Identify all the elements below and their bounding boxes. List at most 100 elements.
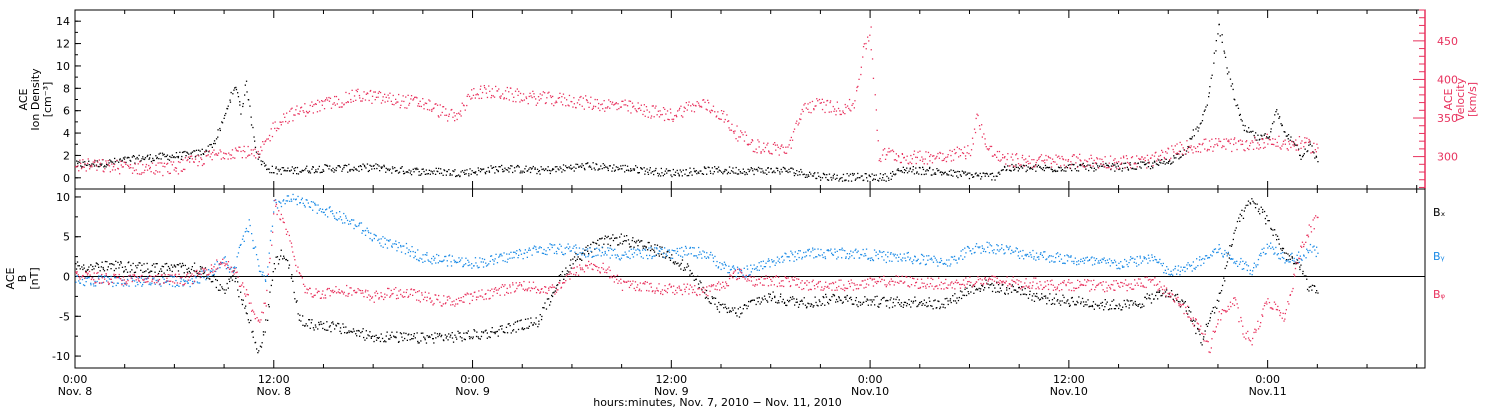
data-point — [310, 201, 313, 203]
data-point — [793, 260, 795, 262]
data-point — [1092, 165, 1094, 167]
data-point — [513, 256, 515, 259]
data-point — [284, 116, 286, 118]
data-point — [711, 296, 713, 298]
data-point — [1088, 259, 1090, 261]
data-point — [1009, 245, 1011, 248]
data-point — [632, 248, 635, 250]
data-point — [937, 265, 939, 267]
data-point — [914, 300, 917, 302]
data-point — [370, 337, 372, 339]
data-point — [613, 104, 615, 106]
data-point — [153, 172, 155, 174]
data-point — [607, 235, 609, 238]
data-point — [579, 103, 581, 106]
data-point — [193, 270, 195, 272]
data-point — [220, 151, 222, 153]
data-point — [658, 116, 661, 118]
data-point — [633, 252, 636, 254]
data-point — [88, 164, 90, 166]
data-point — [923, 299, 925, 301]
data-point — [749, 143, 751, 145]
data-point — [657, 252, 659, 255]
data-point — [377, 92, 379, 94]
data-point — [480, 261, 482, 263]
data-point — [950, 169, 952, 171]
data-point — [1173, 151, 1175, 153]
data-point — [1230, 138, 1232, 140]
data-point — [898, 256, 900, 258]
data-point — [798, 256, 800, 259]
data-point — [134, 285, 137, 287]
data-point — [465, 257, 467, 259]
data-point — [675, 252, 677, 254]
data-point — [829, 100, 832, 102]
data-point — [989, 284, 991, 286]
data-point — [934, 299, 936, 301]
data-point — [126, 271, 129, 273]
data-point — [988, 287, 990, 289]
data-point — [97, 263, 99, 266]
data-point — [227, 105, 229, 107]
data-point — [1025, 294, 1028, 296]
data-point — [1048, 299, 1050, 302]
data-point — [1228, 139, 1230, 141]
data-point — [1073, 163, 1075, 166]
data-point — [532, 324, 534, 326]
data-point — [956, 146, 958, 148]
data-point — [343, 164, 345, 167]
data-point — [477, 267, 479, 269]
data-point — [623, 104, 625, 106]
data-point — [679, 264, 681, 266]
data-point — [1056, 163, 1058, 165]
data-point — [119, 158, 121, 160]
data-point — [277, 263, 280, 265]
data-point — [637, 245, 639, 247]
data-point — [877, 305, 879, 308]
data-point — [903, 304, 905, 306]
data-point — [143, 278, 145, 280]
data-point — [566, 166, 568, 169]
data-point — [864, 173, 866, 175]
data-point — [615, 166, 617, 168]
data-point — [1186, 140, 1188, 142]
data-point — [987, 283, 989, 285]
data-point — [177, 157, 179, 159]
data-point — [445, 108, 447, 110]
data-point — [371, 239, 373, 241]
data-point — [963, 294, 966, 297]
data-point — [918, 303, 920, 305]
data-point — [519, 101, 521, 103]
data-point — [1293, 145, 1295, 147]
data-point — [856, 304, 858, 306]
data-point — [146, 155, 148, 158]
data-point — [467, 264, 469, 267]
data-point — [857, 85, 859, 88]
data-point — [1170, 163, 1172, 165]
data-point — [952, 169, 955, 172]
data-point — [194, 275, 196, 277]
data-point — [266, 275, 268, 277]
data-point — [927, 170, 929, 172]
data-point — [1001, 169, 1003, 171]
data-point — [573, 97, 575, 99]
data-point — [632, 237, 634, 239]
data-point — [544, 302, 546, 304]
data-point — [996, 281, 998, 283]
data-point — [828, 298, 831, 301]
data-point — [710, 302, 712, 305]
data-point — [312, 201, 314, 203]
data-point — [108, 278, 111, 280]
data-point — [1286, 148, 1288, 150]
data-point — [951, 256, 954, 258]
data-point — [619, 242, 621, 244]
data-point — [1228, 257, 1230, 259]
data-point — [956, 297, 958, 299]
data-point — [1087, 260, 1089, 262]
data-point — [867, 304, 869, 306]
data-point — [401, 100, 403, 102]
data-point — [874, 178, 876, 181]
data-point — [978, 287, 980, 290]
data-point — [642, 113, 644, 116]
data-point — [1254, 136, 1256, 138]
